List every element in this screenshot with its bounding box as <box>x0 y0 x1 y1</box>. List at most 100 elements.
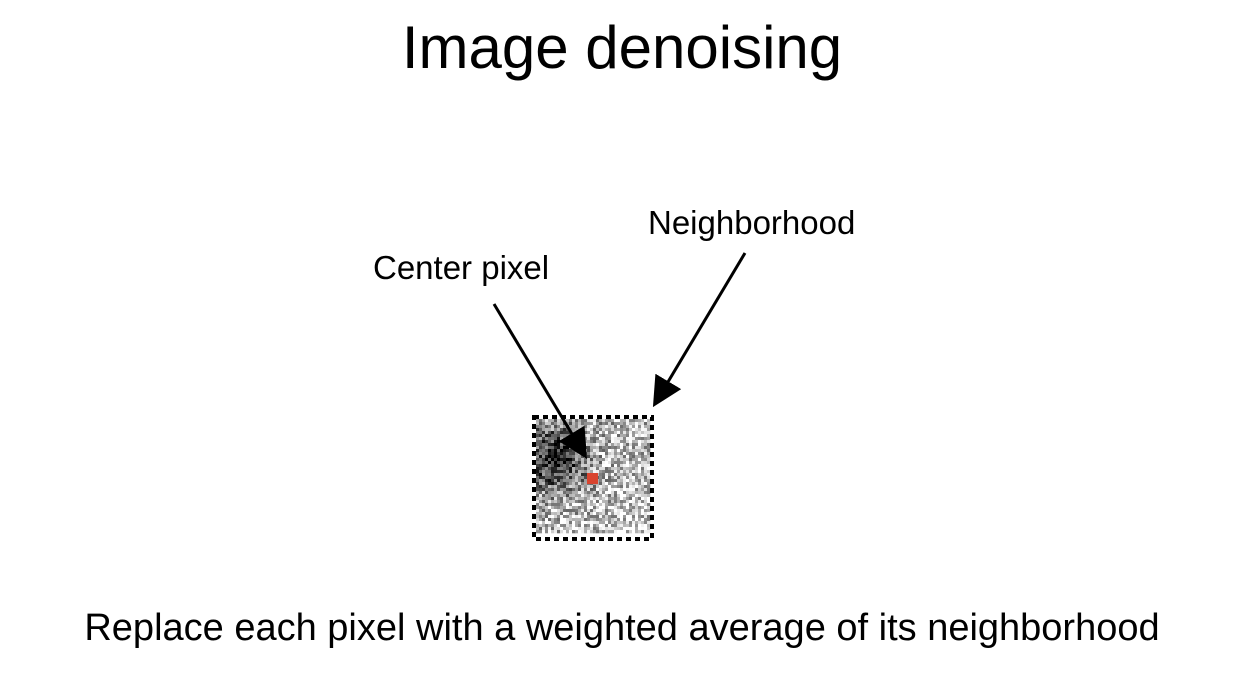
noise-cell <box>617 515 621 519</box>
noise-cell <box>620 476 624 480</box>
noise-cell <box>632 509 636 513</box>
noise-cell <box>551 512 555 516</box>
noise-cell <box>614 524 618 528</box>
noise-cell <box>587 503 591 507</box>
noise-cell <box>641 425 645 429</box>
noise-cell <box>557 428 561 432</box>
noise-cell <box>539 470 543 474</box>
noise-cell <box>554 479 558 483</box>
noise-cell <box>611 434 615 438</box>
noise-cell <box>644 479 648 483</box>
noise-cell <box>605 518 609 522</box>
noise-cell <box>638 455 642 459</box>
noise-cell <box>569 479 573 483</box>
noise-cell <box>641 497 645 501</box>
noise-cell <box>590 500 594 504</box>
noise-cell <box>629 446 633 450</box>
noise-cell <box>554 452 558 456</box>
noise-cell <box>623 494 627 498</box>
noise-cell <box>635 512 639 516</box>
noise-cell <box>647 446 651 450</box>
noise-cell <box>545 452 549 456</box>
noise-cell <box>578 500 582 504</box>
noise-cell <box>629 524 633 528</box>
noise-cell <box>602 524 606 528</box>
noise-cell <box>611 458 615 462</box>
noise-cell <box>560 479 564 483</box>
noise-cell <box>617 524 621 528</box>
noise-cell <box>605 476 609 480</box>
noise-cell <box>587 488 591 492</box>
noise-cell <box>590 467 594 471</box>
noise-cell <box>584 431 588 435</box>
noise-cell <box>560 527 564 531</box>
noise-cell <box>611 485 615 489</box>
noise-cell <box>614 467 618 471</box>
noise-cell <box>578 434 582 438</box>
noise-cell <box>590 521 594 525</box>
noise-cell <box>548 458 552 462</box>
noise-cell <box>560 512 564 516</box>
noise-cell <box>581 425 585 429</box>
noise-cell <box>539 494 543 498</box>
neighborhood-border <box>532 415 654 541</box>
noise-cell <box>581 530 585 534</box>
noise-cell <box>557 479 561 483</box>
noise-cell <box>578 482 582 486</box>
noise-cell <box>563 449 567 453</box>
noise-cell <box>593 455 597 459</box>
noise-cell <box>542 431 546 435</box>
noise-cell <box>578 485 582 489</box>
noise-cell <box>542 527 546 531</box>
noise-cell <box>638 419 642 423</box>
noise-cell <box>632 515 636 519</box>
noise-cell <box>545 509 549 513</box>
noise-cell <box>614 527 618 531</box>
noise-cell <box>614 518 618 522</box>
noise-cell <box>623 521 627 525</box>
noise-cell <box>545 455 549 459</box>
noise-cell <box>569 506 573 510</box>
noise-cell <box>551 476 555 480</box>
noise-cell <box>593 509 597 513</box>
noise-cell <box>557 518 561 522</box>
noise-cell <box>554 422 558 426</box>
noise-cell <box>611 437 615 441</box>
noise-cell <box>542 512 546 516</box>
noise-cell <box>593 515 597 519</box>
noise-cell <box>575 461 579 465</box>
noise-cell <box>542 509 546 513</box>
noise-cell <box>629 479 633 483</box>
noise-cell <box>563 515 567 519</box>
noise-cell <box>566 470 570 474</box>
noise-cell <box>593 452 597 456</box>
noise-cell <box>623 428 627 432</box>
noise-cell <box>617 437 621 441</box>
noise-cell <box>548 425 552 429</box>
noise-cell <box>551 461 555 465</box>
noise-cell <box>602 437 606 441</box>
noise-cell <box>584 455 588 459</box>
noise-cell <box>560 500 564 504</box>
noise-cell <box>632 473 636 477</box>
noise-cell <box>608 443 612 447</box>
noise-cell <box>611 503 615 507</box>
noise-cell <box>569 494 573 498</box>
noise-cell <box>548 482 552 486</box>
noise-cell <box>584 515 588 519</box>
noise-cell <box>572 509 576 513</box>
noise-cell <box>566 461 570 465</box>
noise-cell <box>647 452 651 456</box>
noise-cell <box>560 467 564 471</box>
noise-cell <box>599 461 603 465</box>
noise-cell <box>569 518 573 522</box>
noise-cell <box>614 500 618 504</box>
noise-cell <box>551 494 555 498</box>
noise-cell <box>617 488 621 492</box>
noise-cell <box>584 422 588 426</box>
noise-cell <box>605 479 609 483</box>
noise-cell <box>623 437 627 441</box>
noise-cell <box>578 506 582 510</box>
noise-cell <box>611 500 615 504</box>
noise-cell <box>572 476 576 480</box>
